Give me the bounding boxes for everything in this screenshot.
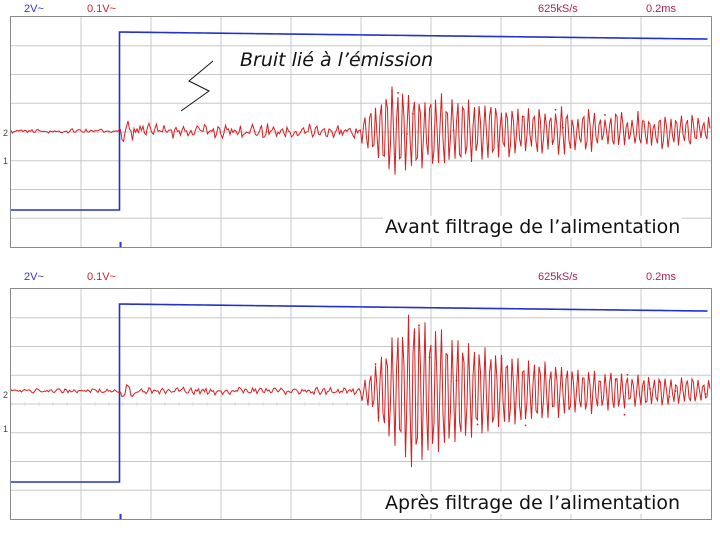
- ch2-sample-dot: [615, 379, 617, 381]
- ch2-sample-dot: [477, 424, 479, 426]
- sample-rate: 625kS/s: [538, 271, 578, 283]
- ch2-sample-dot: [552, 141, 554, 143]
- ch2-sample-dot: [406, 133, 408, 135]
- ch2-sample-dot: [570, 147, 572, 149]
- noise-annotation: Bruit lié à l’émission: [240, 49, 433, 71]
- ch2-marker: 2: [3, 390, 8, 400]
- ch2-sample-dot: [555, 109, 557, 111]
- ch2-sample-dot: [414, 331, 416, 333]
- ch2-sample-dot: [375, 363, 377, 365]
- ch1-scale: 2V~: [24, 3, 44, 15]
- scope-header-2: 2V~ 0.1V~ 625kS/s 0.2ms: [10, 270, 712, 286]
- ch2-sample-dot: [658, 381, 660, 383]
- ch1-marker: 1: [3, 424, 8, 434]
- ch2-sample-dot: [705, 393, 707, 395]
- scope-screen-after: [10, 288, 712, 520]
- ch2-sample-dot: [627, 374, 629, 376]
- ch2-sample-dot: [675, 390, 677, 392]
- ch2-sample-dot: [429, 356, 431, 358]
- caption-after: Après filtrage de l’alimentation: [383, 492, 682, 514]
- ch2-sample-dot: [624, 414, 626, 416]
- ch2-sample-dot: [453, 129, 455, 131]
- ch2-sample-dot: [604, 114, 606, 116]
- ch2-sample-dot: [649, 388, 651, 390]
- ch2-sample-dot: [378, 416, 380, 418]
- ch2-scale: 0.1V~: [87, 271, 116, 283]
- ch1-trace: [11, 304, 708, 482]
- ch2-sample-dot: [501, 358, 503, 360]
- waveform-plot: [11, 289, 711, 519]
- ch2-sample-dot: [412, 113, 414, 115]
- ch2-sample-dot: [669, 396, 671, 398]
- ch2-sample-dot: [418, 324, 420, 326]
- ch2-sample-dot: [397, 92, 399, 94]
- ch2-scale: 0.1V~: [87, 3, 116, 15]
- timebase: 0.2ms: [646, 3, 676, 15]
- ch2-sample-dot: [525, 425, 527, 427]
- ch1-marker: 1: [3, 156, 8, 166]
- ch2-sample-dot: [391, 90, 393, 92]
- ch2-sample-dot: [562, 127, 564, 129]
- timebase: 0.2ms: [646, 271, 676, 283]
- ch2-sample-dot: [456, 380, 458, 382]
- caption-before: Avant filtrage de l’alimentation: [383, 216, 682, 238]
- ch1-scale: 2V~: [24, 271, 44, 283]
- ch2-sample-dot: [594, 374, 596, 376]
- ch2-marker: 2: [3, 128, 8, 138]
- sample-rate: 625kS/s: [538, 3, 578, 15]
